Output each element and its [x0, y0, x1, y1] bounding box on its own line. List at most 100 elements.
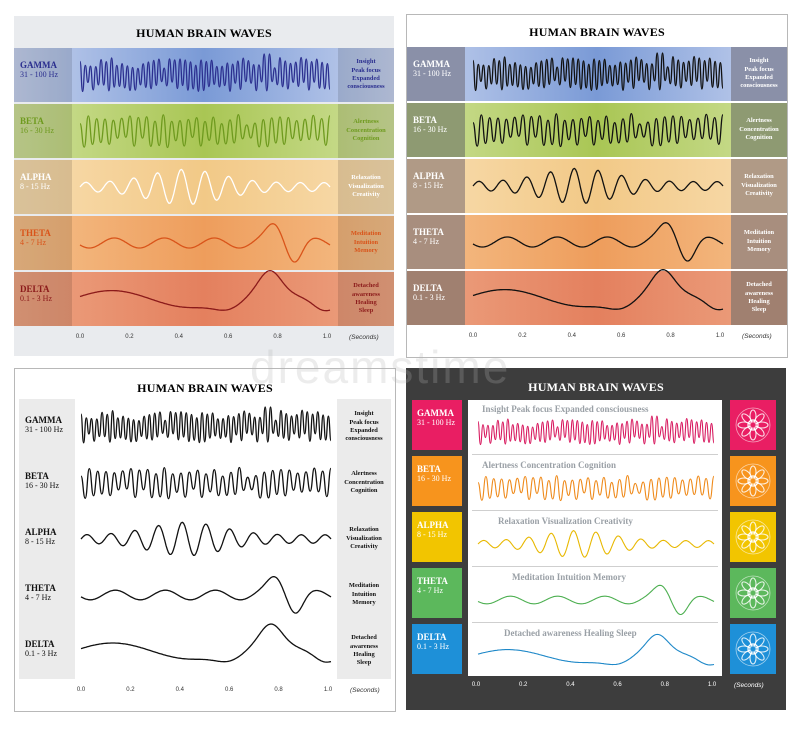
band-name: DELTA: [25, 639, 55, 649]
band-name: BETA: [417, 464, 441, 474]
tick-label: 0.2: [126, 687, 135, 693]
tick-label: 0.6: [225, 687, 234, 693]
band-label: BETA 16 - 30 Hz: [14, 104, 72, 158]
band-label: GAMMA 31 - 100 Hz: [407, 47, 465, 101]
band-description: Meditation Intuition Memory: [731, 215, 787, 269]
watermark: dreamstime: [250, 341, 511, 393]
band-frequency: 31 - 100 Hz: [413, 69, 451, 78]
band-description-line: Expanded: [745, 74, 773, 81]
band-frequency: 0.1 - 3 Hz: [417, 642, 449, 651]
panel-monochrome: HUMAN BRAIN WAVES GAMMA 31 - 100 Hz Insigh…: [14, 368, 396, 712]
band-name: THETA: [417, 576, 448, 586]
band-description-line: Memory: [352, 599, 376, 607]
band-description-line: Creativity: [745, 190, 773, 198]
seconds-label: (Seconds): [349, 334, 379, 341]
band-description-line: Sleep: [356, 659, 372, 667]
description-column: [337, 399, 391, 679]
band-frequency: 16 - 30 Hz: [413, 125, 447, 134]
band-frequency: 0.1 - 3 Hz: [413, 293, 445, 302]
band-description-line: Creativity: [350, 543, 378, 551]
band-row-theta: THETA 4 - 7 Hz Meditation Intuition Memory: [407, 215, 787, 269]
band-frequency: 8 - 15 Hz: [20, 182, 50, 191]
alpha-wave: [80, 521, 332, 556]
panel-title: HUMAN BRAIN WAVES: [136, 26, 272, 40]
band-description: Detached awareness Healing Sleep: [338, 272, 394, 326]
band-description: Detached awareness Healing Sleep: [731, 271, 787, 325]
tick-label: 1.0: [322, 334, 332, 340]
band-description: Alertness Concentration Cognition: [337, 455, 391, 511]
alpha-wave: [477, 530, 715, 558]
band-name: THETA: [413, 227, 444, 237]
panel-color-black-waves: HUMAN BRAIN WAVES GAMMA 31 - 100 Hz Insigh…: [406, 14, 788, 358]
band-description-line: awareness: [745, 289, 773, 297]
band-frequency: 4 - 7 Hz: [20, 238, 46, 247]
band-description: Insight Peak focus Expanded consciousness: [337, 399, 391, 455]
tick-label: 0.0: [76, 687, 86, 693]
band-description-line: Detached: [746, 281, 772, 289]
band-description-line: Memory: [354, 247, 378, 255]
band-description-line: Intuition: [746, 237, 772, 245]
band-name: GAMMA: [25, 415, 62, 425]
band-name: BETA: [413, 115, 437, 125]
band-frequency: 31 - 100 Hz: [417, 418, 455, 427]
band-label: ALPHA 8 - 15 Hz: [407, 159, 465, 213]
panel-title: HUMAN BRAIN WAVES: [137, 381, 273, 395]
band-description-line: Peak focus: [744, 65, 774, 73]
delta-wave: [79, 270, 331, 312]
band-description-line: Alertness: [353, 118, 379, 126]
delta-wave: [80, 623, 332, 663]
band-description-line: Peak focus: [349, 418, 379, 426]
band-name: DELTA: [20, 284, 50, 294]
label-column: [19, 399, 75, 679]
band-description: Meditation Intuition Memory: [337, 567, 391, 623]
band-description-line: Insight: [749, 57, 769, 65]
wave-area: [468, 400, 722, 676]
tick-label: 0.0: [75, 334, 85, 340]
gamma-wave: [79, 53, 331, 93]
band-description-line: Healing: [355, 299, 377, 306]
tick-label: 0.8: [660, 682, 669, 688]
alpha-wave: [472, 167, 724, 204]
theta-wave: [472, 222, 724, 262]
divider: [472, 510, 718, 511]
band-frequency: 4 - 7 Hz: [417, 586, 443, 595]
tick-label: 0.0: [468, 333, 478, 339]
band-row-gamma: GAMMA 31 - 100 Hz Insight Peak focus Expande…: [14, 48, 394, 102]
band-description-line: Insight: [354, 410, 374, 418]
beta-wave: [472, 113, 724, 148]
band-description-line: Peak focus: [351, 66, 381, 74]
band-description-line: Expanded: [350, 427, 378, 434]
band-frequency: 4 - 7 Hz: [25, 593, 51, 602]
panel-title: HUMAN BRAIN WAVES: [528, 380, 664, 394]
band-description: Relaxation Visualization Creativity: [498, 516, 633, 526]
tick-label: 1.0: [715, 333, 725, 339]
band-description: Detached awareness Healing Sleep: [337, 623, 391, 679]
band-description-line: Meditation: [348, 582, 380, 590]
band-frequency: 0.1 - 3 Hz: [25, 649, 57, 658]
band-description-line: Detached: [353, 282, 379, 290]
band-description-line: Meditation: [743, 229, 775, 237]
tick-label: 0.4: [174, 334, 183, 340]
band-frequency: 8 - 15 Hz: [25, 537, 55, 546]
band-name: THETA: [20, 228, 51, 238]
tick-label: 0.6: [224, 334, 233, 340]
band-description-line: Meditation: [350, 230, 382, 238]
band-description: Alertness Concentration Cognition: [338, 104, 394, 158]
band-description: Relaxation Visualization Creativity: [731, 159, 787, 213]
band-label: BETA 16 - 30 Hz: [25, 471, 59, 490]
gamma-wave: [477, 415, 715, 446]
band-description-line: consciousness: [345, 435, 383, 443]
band-frequency: 31 - 100 Hz: [20, 70, 58, 79]
band-description: Insight Peak focus Expanded consciousness: [338, 48, 394, 102]
band-description-line: Expanded: [352, 75, 380, 82]
gamma-wave: [472, 52, 724, 92]
band-label: ALPHA 8 - 15 Hz: [14, 160, 72, 214]
band-frequency: 4 - 7 Hz: [413, 237, 439, 246]
seconds-label: (Seconds): [350, 687, 380, 694]
band-row-theta: THETA 4 - 7 Hz Meditation Intuition Memory: [14, 216, 394, 270]
band-label: GAMMA 31 - 100 Hz: [14, 48, 72, 102]
beta-wave: [79, 114, 331, 149]
band-description-line: Relaxation: [349, 526, 379, 534]
band-description: Alertness Concentration Cognition: [482, 460, 616, 470]
band-description: Detached awareness Healing Sleep: [504, 628, 637, 638]
